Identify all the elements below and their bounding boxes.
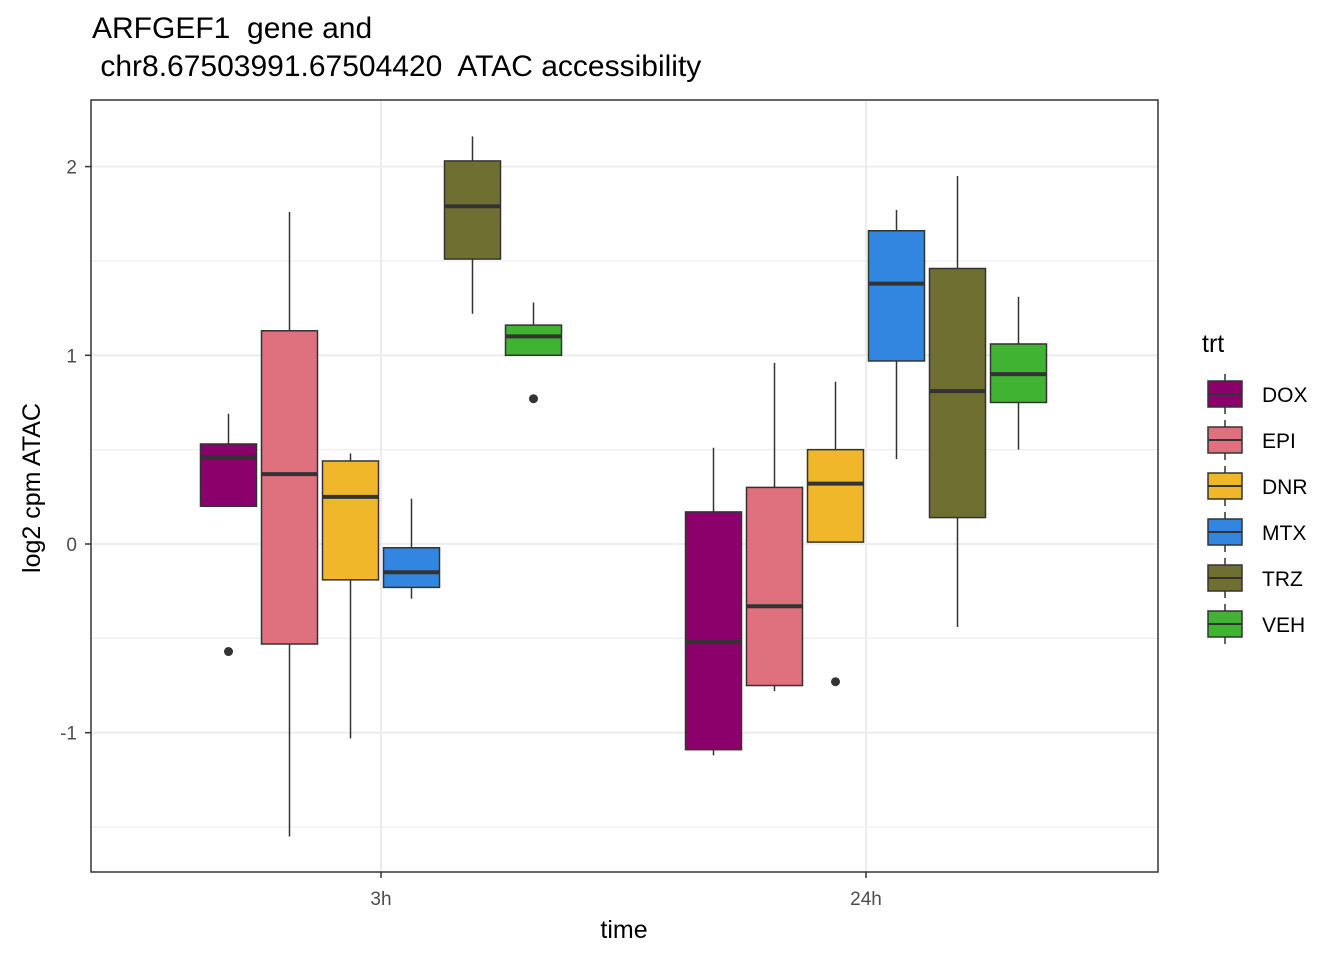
legend-item-dnr: DNR bbox=[1207, 466, 1308, 506]
legend-item-veh: VEH bbox=[1207, 604, 1305, 644]
iqr-box bbox=[745, 486, 804, 687]
outlier-point bbox=[529, 394, 538, 404]
legend-item-dox: DOX bbox=[1207, 374, 1308, 414]
chart-title-line-1: ARFGEF1 gene and bbox=[92, 12, 373, 45]
iqr-box bbox=[260, 330, 319, 645]
box-layer bbox=[199, 136, 1048, 837]
box-veh-3h bbox=[504, 302, 563, 404]
legend-item-mtx: MTX bbox=[1207, 512, 1306, 552]
x-axis-title: time bbox=[600, 916, 647, 944]
y-tick-label: -1 bbox=[60, 724, 77, 745]
iqr-box bbox=[443, 160, 502, 260]
box-epi-3h bbox=[260, 211, 319, 837]
legend-item-trz: TRZ bbox=[1207, 558, 1303, 598]
iqr-box bbox=[199, 443, 258, 508]
iqr-box bbox=[382, 547, 441, 589]
iqr-box bbox=[504, 324, 563, 357]
panel-border bbox=[90, 99, 1159, 873]
legend: trt DOX EPI DNR MTX TRZ VEH bbox=[1202, 330, 1308, 644]
x-tick-label: 3h bbox=[370, 889, 391, 910]
box-dnr-3h bbox=[321, 453, 380, 739]
box-epi-24h bbox=[745, 362, 804, 692]
iqr-box bbox=[321, 460, 380, 581]
box-mtx-24h bbox=[867, 210, 926, 460]
box-veh-24h bbox=[989, 296, 1048, 450]
outlier-point bbox=[831, 677, 840, 687]
box-dox-3h bbox=[199, 413, 258, 657]
legend-item-epi: EPI bbox=[1207, 420, 1296, 460]
legend-label: DNR bbox=[1262, 476, 1308, 499]
box-trz-3h bbox=[443, 136, 502, 314]
axis-layer: -1 0 1 2 3h 24h bbox=[60, 158, 882, 910]
legend-label: VEH bbox=[1262, 614, 1305, 637]
legend-label: DOX bbox=[1262, 384, 1308, 407]
legend-title: trt bbox=[1202, 330, 1224, 358]
chart-title-line-2: chr8.67503991.67504420 ATAC accessibilit… bbox=[92, 50, 702, 83]
iqr-box bbox=[684, 511, 743, 751]
box-mtx-3h bbox=[382, 498, 441, 599]
legend-label: MTX bbox=[1262, 522, 1306, 545]
box-trz-24h bbox=[928, 176, 987, 628]
iqr-box bbox=[806, 448, 865, 543]
iqr-box bbox=[867, 230, 926, 362]
legend-label: TRZ bbox=[1262, 568, 1303, 591]
outlier-point bbox=[224, 647, 233, 657]
y-tick-label: 0 bbox=[66, 535, 77, 556]
y-axis-title: log2 cpm ATAC bbox=[18, 403, 46, 573]
legend-label: EPI bbox=[1262, 430, 1296, 453]
x-tick-label: 24h bbox=[850, 889, 882, 910]
box-dnr-24h bbox=[806, 381, 865, 687]
y-tick-label: 1 bbox=[66, 346, 77, 367]
y-tick-label: 2 bbox=[66, 158, 77, 179]
box-dox-24h bbox=[684, 447, 743, 756]
